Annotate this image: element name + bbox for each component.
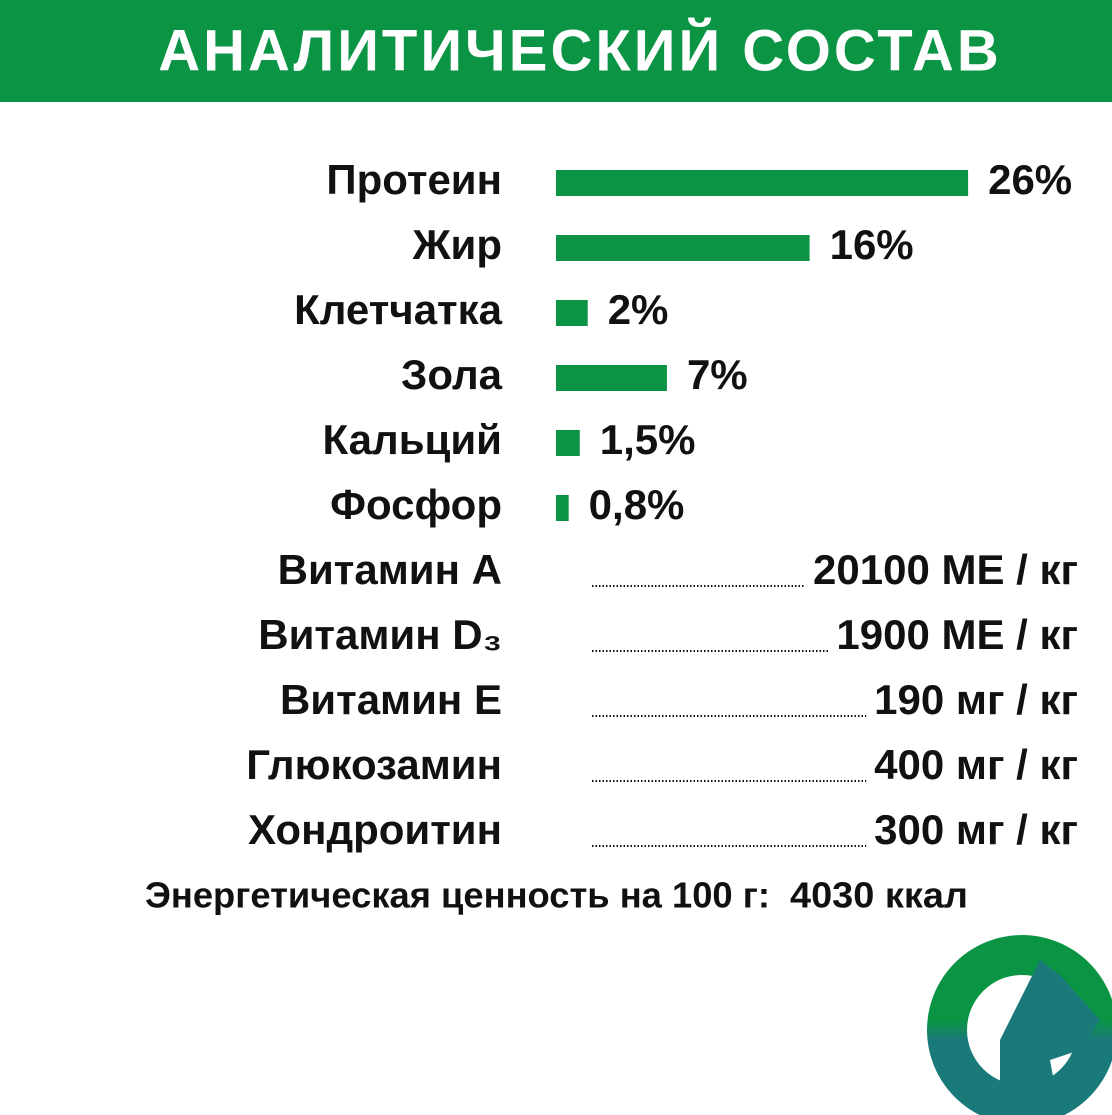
vitamin-label: Витамин A bbox=[278, 546, 502, 593]
vitamin-label: Витамин D₃ bbox=[258, 611, 502, 658]
category-label: Кальций bbox=[323, 416, 502, 463]
value-label: 26% bbox=[988, 156, 1072, 203]
chart-title: АНАЛИТИЧЕСКИЙ СОСТАВ bbox=[158, 18, 1002, 83]
vitamin-label: Глюкозамин bbox=[246, 741, 502, 788]
vitamin-value: 300 мг / кг bbox=[874, 806, 1078, 853]
logo bbox=[927, 935, 1112, 1115]
bar bbox=[556, 430, 580, 456]
category-label: Клетчатка bbox=[294, 286, 502, 333]
category-label: Жир bbox=[412, 221, 502, 268]
vitamin-label: Хондроитин bbox=[248, 806, 502, 853]
bar bbox=[556, 170, 969, 196]
header-band bbox=[0, 0, 1112, 102]
vitamin-value: 20100 МЕ / кг bbox=[813, 546, 1078, 593]
vitamin-label: Витамин E bbox=[280, 676, 502, 723]
value-label: 2% bbox=[608, 286, 669, 333]
value-label: 7% bbox=[687, 351, 748, 398]
value-label: 16% bbox=[830, 221, 914, 268]
category-label: Протеин bbox=[326, 156, 502, 203]
vitamin-value: 400 мг / кг bbox=[874, 741, 1078, 788]
category-label: Фосфор bbox=[330, 481, 502, 528]
vitamin-value: 1900 МЕ / кг bbox=[836, 611, 1078, 658]
bar bbox=[556, 365, 667, 391]
bar bbox=[556, 300, 588, 326]
vitamin-value: 190 мг / кг bbox=[874, 676, 1078, 723]
category-label: Зола bbox=[401, 351, 503, 398]
energy-value: 4030 ккал bbox=[790, 875, 968, 916]
bar bbox=[556, 235, 810, 261]
value-label: 0,8% bbox=[589, 481, 685, 528]
energy-label: Энергетическая ценность на 100 г: bbox=[145, 875, 770, 916]
bar bbox=[556, 495, 569, 521]
value-label: 1,5% bbox=[600, 416, 696, 463]
logo-dog bbox=[1000, 960, 1100, 1115]
